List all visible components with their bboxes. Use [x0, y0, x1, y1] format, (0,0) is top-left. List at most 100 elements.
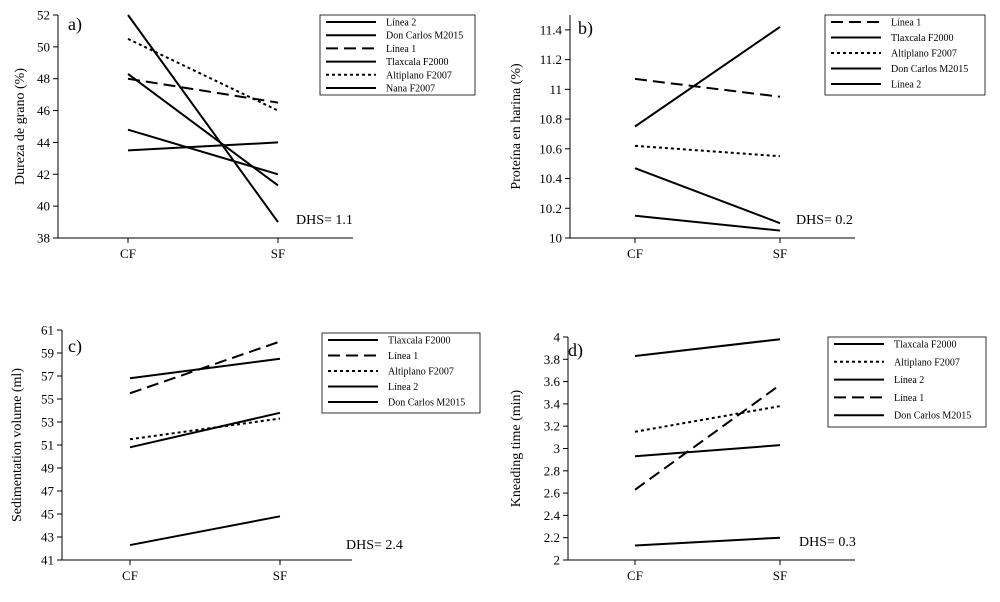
dhs-annotation: DHS= 0.2 [796, 213, 853, 228]
legend-label: Nana F2007 [386, 84, 435, 95]
series-line [634, 26, 781, 128]
legend-label: Línea 2 [386, 18, 416, 29]
legend: Tlaxcala F2000 Altiplano F2007 Línea 2 Líne… [827, 336, 987, 428]
x-tick-label: SF [773, 568, 787, 583]
legend-label: Tlaxcala F2000 [386, 57, 448, 68]
x-tick-label: CF [122, 568, 138, 583]
legend-label: Línea 1 [388, 351, 418, 362]
x-tick-label: CF [627, 568, 643, 583]
y-tick-label: 3.8 [544, 352, 560, 367]
legend-label: Altiplano F2007 [894, 357, 960, 368]
legend-box [321, 332, 481, 414]
y-tick-label: 10.4 [539, 171, 562, 186]
legend-label: Altiplano F2007 [386, 70, 452, 81]
y-tick-label: 50 [37, 39, 50, 54]
series-line [129, 417, 281, 441]
series-line [127, 37, 279, 112]
series-line [127, 14, 279, 223]
y-tick-label: 2.6 [544, 486, 561, 501]
y-tick-label: 55 [41, 392, 54, 407]
legend-box [824, 14, 986, 96]
panel-label: d) [568, 340, 583, 361]
legend: Línea 2 Don Carlos M2015 Línea 1 Tlaxcala F… [319, 14, 476, 96]
series-line [129, 411, 281, 449]
y-tick-label: 57 [41, 369, 55, 384]
y-tick-label: 51 [41, 438, 54, 453]
y-tick-label: 10.2 [539, 201, 562, 216]
legend-label: Tlaxcala F2000 [388, 336, 450, 347]
panel-a: 38 40 42 44 46 48 50 52 CF SF Dureza de grano (%) a… [13, 8, 476, 261]
legend-label: Tlaxcala F2000 [891, 33, 953, 44]
series-line [634, 405, 781, 433]
legend-label: Don Carlos M2015 [386, 31, 463, 42]
y-tick-label: 38 [37, 231, 50, 246]
legend-label: Línea 1 [894, 393, 924, 404]
y-tick-label: 11.2 [540, 52, 562, 67]
legend-label: Altiplano F2007 [891, 49, 957, 60]
y-tick-label: 3 [554, 441, 561, 456]
y-tick-label: 40 [37, 199, 50, 214]
y-tick-label: 43 [41, 530, 54, 545]
legend-label: Línea 2 [894, 375, 924, 386]
y-tick-label: 46 [37, 103, 51, 118]
y-tick-label: 59 [41, 346, 54, 361]
y-tick-label: 11 [549, 82, 562, 97]
series-line [634, 444, 781, 458]
y-tick-label: 2.4 [544, 508, 561, 523]
legend-label: Línea 1 [891, 18, 921, 29]
series-line [129, 515, 281, 547]
y-tick-label: 52 [37, 8, 50, 23]
y-axis-title: Sedimentation volume (ml) [10, 368, 25, 522]
y-tick-label: 42 [37, 167, 50, 182]
y-axis-title: Dureza de grano (%) [13, 68, 28, 185]
legend-label: Don Carlos M2015 [891, 64, 968, 75]
legend: Línea 1 Tlaxcala F2000 Altiplano F2007 Don … [824, 14, 986, 96]
legend-label: Don Carlos M2015 [894, 411, 971, 422]
panel-c: 41 43 45 47 49 51 53 55 57 59 61 CF SF Sedimentation … [10, 323, 481, 583]
y-tick-label: 3.4 [544, 396, 561, 411]
legend-label: Línea 2 [891, 80, 921, 91]
dhs-annotation: DHS= 2.4 [346, 538, 403, 553]
y-tick-label: 10 [549, 231, 562, 246]
panel-label: b) [578, 18, 593, 39]
y-tick-label: 3.2 [544, 419, 560, 434]
y-tick-label: 4 [554, 330, 561, 345]
series-line [129, 357, 281, 380]
y-tick-label: 2.2 [544, 530, 560, 545]
series-line [634, 144, 781, 158]
x-tick-label: CF [120, 246, 136, 261]
y-tick-label: 44 [37, 135, 51, 150]
series-line [129, 340, 281, 395]
y-tick-label: 2 [554, 553, 561, 568]
y-axis-title: Proteína en harina (%) [509, 63, 524, 190]
y-tick-label: 48 [37, 71, 50, 86]
panel-d: 2 2.2 2.4 2.6 2.8 3 3.2 3.4 3.6 3.8 4 CF SF Kneading … [509, 330, 987, 583]
series-line [634, 214, 781, 232]
series-line [127, 141, 279, 152]
y-tick-label: 61 [41, 323, 54, 338]
series-line [634, 77, 781, 98]
y-tick-label: 49 [41, 461, 54, 476]
legend-box [319, 14, 476, 96]
y-tick-label: 45 [41, 507, 54, 522]
y-tick-label: 10.6 [539, 141, 562, 156]
y-tick-label: 47 [41, 484, 55, 499]
series-line [127, 128, 279, 176]
legend-label: Don Carlos M2015 [388, 398, 465, 409]
legend-label: Línea 1 [386, 44, 416, 55]
panel-label: c) [68, 336, 82, 357]
panel-b: 10 10.2 10.4 10.6 10.8 11 11.2 11.4 CF SF Proteína… [509, 14, 986, 261]
series-line [634, 167, 781, 225]
legend-label: Línea 2 [388, 382, 418, 393]
legend-label: Tlaxcala F2000 [894, 340, 956, 351]
series-line [634, 536, 781, 547]
y-tick-label: 11.4 [540, 22, 563, 37]
legend: Tlaxcala F2000 Línea 1 Altiplano F2007 Líne… [321, 332, 481, 414]
x-tick-label: SF [271, 246, 285, 261]
x-tick-label: CF [627, 246, 643, 261]
y-tick-label: 3.6 [544, 374, 561, 389]
dhs-annotation: DHS= 0.3 [799, 535, 856, 550]
x-tick-label: SF [773, 246, 787, 261]
